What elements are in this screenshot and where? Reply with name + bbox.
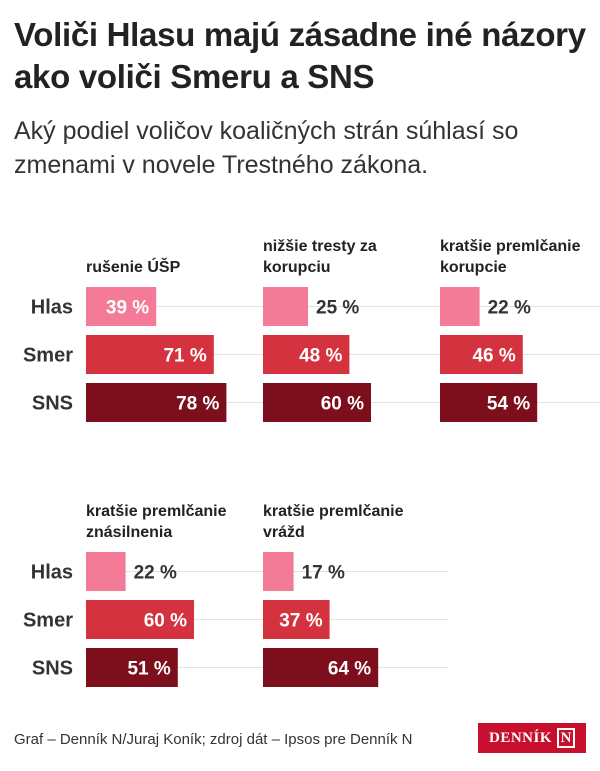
bar-smer	[86, 600, 194, 639]
data-label: 46 %	[472, 346, 515, 367]
data-label: 22 %	[134, 563, 177, 584]
logo-text: DENNÍK	[488, 729, 552, 746]
panel-title: kratšie premlčanie	[263, 503, 404, 520]
panel-title: kratšie premlčanie	[440, 238, 581, 255]
chart-panel: kratšie premlčanie korupcie 22 % 46 % 54 %	[440, 238, 600, 422]
category-label: SNS	[32, 393, 73, 415]
panel-title: rušenie ÚŠP	[86, 257, 181, 276]
dennik-n-logo[interactable]: DENNÍK N	[478, 723, 586, 753]
panel-title: nižšie tresty za	[263, 238, 377, 255]
chart-panel: kratšie premlčanie vrážd 17 % 37 % 64 %	[263, 503, 448, 687]
category-label: SNS	[32, 658, 73, 680]
bar-hlas	[86, 287, 157, 326]
bar-smer	[263, 335, 350, 374]
bar-hlas	[440, 287, 480, 326]
data-label: 25 %	[316, 298, 359, 319]
panel-title: korupciu	[263, 259, 331, 276]
data-label: 22 %	[488, 298, 531, 319]
bar-hlas	[263, 287, 308, 326]
bar-sns	[263, 648, 379, 687]
panel-title: korupcie	[440, 259, 507, 276]
panel-title: znásilnenia	[86, 524, 172, 541]
bar-hlas	[86, 552, 126, 591]
data-label: 51 %	[127, 659, 170, 680]
category-label: Hlas	[31, 297, 73, 319]
bar-smer	[440, 335, 523, 374]
bar-sns	[263, 383, 371, 422]
data-label: 60 %	[144, 611, 187, 632]
data-label: 37 %	[279, 611, 322, 632]
chart-title: Voliči Hlasu majú zásadne iné názory ako…	[14, 16, 586, 95]
chart-panel: nižšie tresty za korupciu 25 % 48 % 60 %	[263, 238, 448, 422]
data-label: 64 %	[328, 659, 371, 680]
category-label: Smer	[23, 610, 73, 632]
data-label: 39 %	[106, 298, 149, 319]
bar-sns	[440, 383, 538, 422]
chart-panel: rušenie ÚŠP Hlas 39 % Smer 71 % SNS 78 %	[23, 257, 271, 422]
chart-panel: kratšie premlčanie znásilnenia Hlas 22 % Sme…	[23, 503, 271, 687]
bar-smer	[86, 335, 214, 374]
data-label: 17 %	[302, 563, 345, 584]
logo-n-mark: N	[557, 728, 575, 748]
bar-sns	[86, 648, 178, 687]
panel-title: kratšie premlčanie	[86, 503, 227, 520]
category-label: Smer	[23, 345, 73, 367]
data-label: 78 %	[176, 394, 219, 415]
chart-subtitle: Aký podiel voličov koaličných strán súhl…	[14, 117, 519, 179]
bar-hlas	[263, 552, 294, 591]
source-credit: Graf – Denník N/Juraj Koník; zdroj dát –…	[14, 731, 413, 748]
category-label: Hlas	[31, 562, 73, 584]
data-label: 60 %	[321, 394, 364, 415]
bar-smer	[263, 600, 330, 639]
data-label: 71 %	[163, 346, 206, 367]
data-label: 48 %	[299, 346, 342, 367]
bar-sns	[86, 383, 227, 422]
panel-title: vrážd	[263, 524, 305, 541]
data-label: 54 %	[487, 394, 530, 415]
